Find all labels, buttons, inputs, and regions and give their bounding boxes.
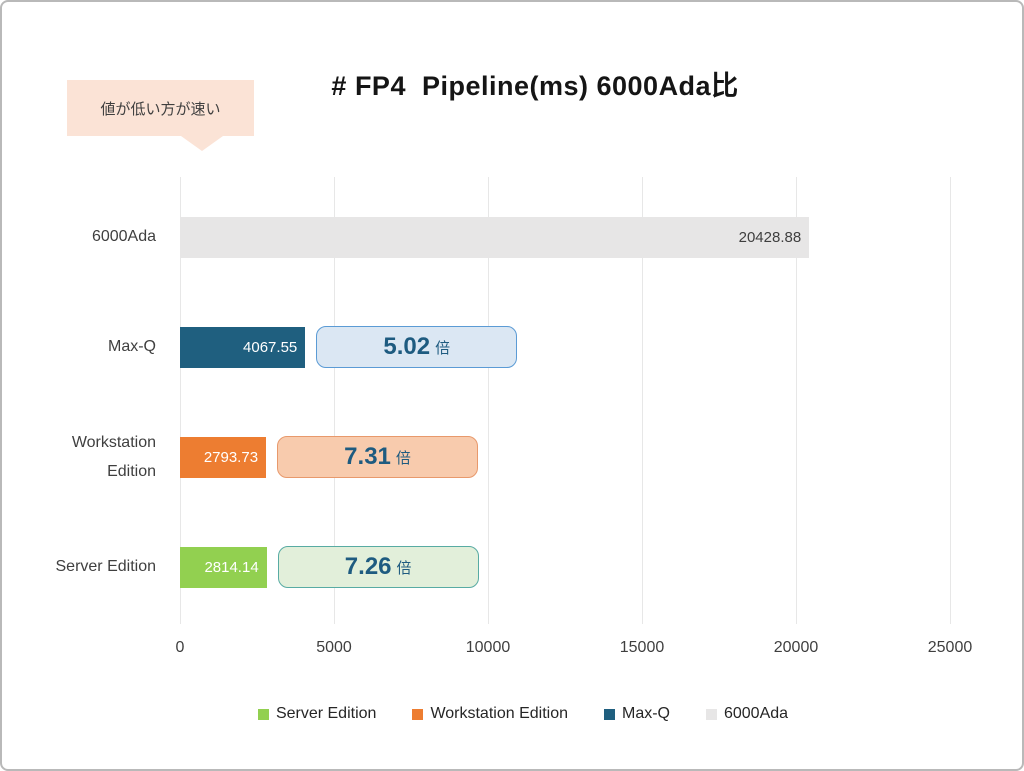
ratio-badge: 7.31 倍 (277, 436, 479, 478)
ratio-value: 7.26 (344, 553, 392, 580)
bar: 2793.73 (180, 437, 267, 478)
legend-item: Max-Q (603, 705, 670, 723)
legend-item: 6000Ada (705, 705, 789, 723)
bar: 2814.14 (180, 547, 267, 588)
callout-tail (181, 136, 223, 151)
x-tick-label: 10000 (465, 639, 511, 656)
legend-swatch-icon (412, 708, 424, 720)
legend-item: Server Edition (257, 705, 377, 723)
bar-value-label: 2814.14 (204, 559, 259, 576)
legend-label: Max-Q (621, 705, 670, 722)
bar: 20428.88 (180, 217, 810, 258)
ratio-unit: 倍 (395, 449, 411, 467)
x-tick-label: 0 (175, 639, 185, 656)
gridline (180, 177, 181, 624)
x-tick-label: 25000 (927, 639, 973, 656)
legend-swatch-icon (257, 708, 269, 720)
x-tick-label: 5000 (316, 639, 352, 656)
legend-label: Workstation Edition (430, 705, 568, 722)
legend-label: 6000Ada (723, 705, 789, 722)
bar-value-label: 4067.55 (243, 339, 298, 356)
bar: 4067.55 (180, 327, 306, 368)
bar-value-label: 2793.73 (203, 449, 259, 466)
legend: Server Edition Workstation Edition Max-Q 60… (13, 705, 1022, 723)
plot-area: 20428.88 4067.55 5.02 倍 2793.73 7.31 倍 2814.14 7… (180, 177, 951, 624)
legend-label: Server Edition (275, 705, 377, 722)
x-tick-label: 20000 (773, 639, 819, 656)
bar-value-label: 20428.88 (738, 229, 802, 246)
ratio-badge: 5.02 倍 (316, 326, 518, 368)
ratio-badge: 7.26 倍 (277, 546, 479, 588)
legend-item: Workstation Edition (412, 705, 568, 723)
gridline (488, 177, 489, 624)
gridline (950, 177, 951, 624)
x-axis: 0 5000 10000 15000 20000 25000 (176, 639, 973, 663)
category-label: Server Edition (55, 558, 157, 576)
x-tick-label: 15000 (619, 639, 665, 656)
legend-swatch-icon (705, 708, 717, 720)
ratio-unit: 倍 (396, 559, 412, 577)
gridline (642, 177, 643, 624)
callout-note: 値が低い方が速い (67, 80, 254, 151)
category-label: Max-Q (108, 338, 156, 356)
ratio-value: 7.31 (344, 443, 391, 470)
legend-swatch-icon (603, 708, 615, 720)
callout-note-text: 値が低い方が速い (100, 100, 221, 118)
category-label: 6000Ada (91, 228, 156, 246)
gridline (334, 177, 335, 624)
ratio-value: 5.02 (383, 333, 431, 360)
chart-title: # FP4 Pipeline(ms) 6000Ada比 (331, 71, 739, 101)
ratio-unit: 倍 (435, 339, 451, 357)
category-axis: 6000Ada Max-Q Workstation Edition Server Ed… (20, 177, 168, 624)
category-label: Workstation Edition (71, 433, 156, 480)
gridline (796, 177, 797, 624)
